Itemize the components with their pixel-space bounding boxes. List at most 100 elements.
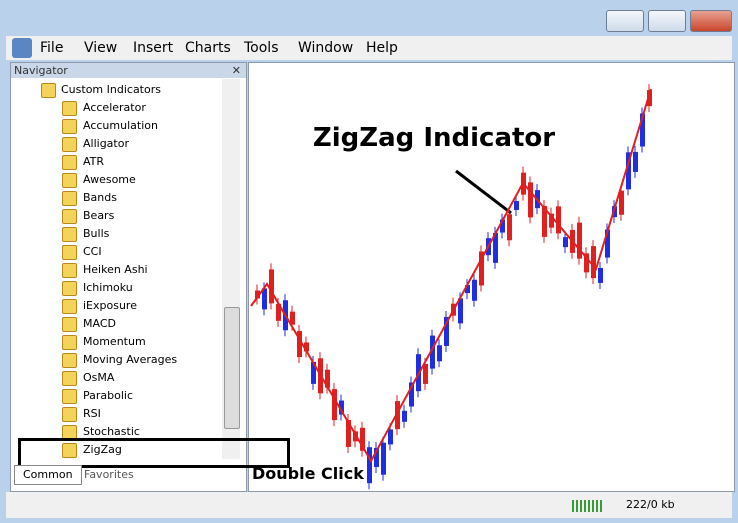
candle-body — [633, 151, 638, 172]
candle-body — [325, 369, 330, 388]
indicator-icon — [62, 191, 77, 206]
indicator-item[interactable]: ATR — [83, 155, 105, 168]
indicator-icon — [62, 119, 77, 134]
zigzag-line — [250, 88, 652, 464]
indicator-item[interactable]: Ichimoku — [83, 281, 133, 294]
indicator-item[interactable]: Moving Averages — [83, 353, 178, 366]
close-button[interactable] — [690, 10, 732, 32]
candle-body — [311, 361, 316, 384]
candle-body — [290, 311, 295, 325]
indicator-icon — [62, 173, 77, 188]
folder-icon — [41, 83, 56, 98]
indicator-icon — [62, 407, 77, 422]
indicator-item[interactable]: Parabolic — [83, 389, 134, 402]
candle-body — [444, 316, 449, 346]
minimize-button[interactable] — [606, 10, 644, 32]
candle-body — [458, 298, 463, 324]
candle-body — [402, 410, 407, 422]
indicator-item[interactable]: Bulls — [83, 227, 110, 240]
candle-body — [304, 342, 309, 352]
folder-label[interactable]: Custom Indicators — [61, 83, 161, 96]
maximize-button[interactable] — [648, 10, 686, 32]
connection-indicator — [572, 500, 602, 512]
candle-body — [276, 303, 281, 321]
indicator-icon — [62, 281, 77, 296]
candle-body — [577, 222, 582, 259]
candle-body — [360, 427, 365, 451]
indicator-item[interactable]: Bears — [83, 209, 115, 222]
tab[interactable]: Common — [14, 465, 82, 485]
indicator-icon — [62, 137, 77, 152]
indicator-item[interactable]: Momentum — [83, 335, 146, 348]
price-chart: ZigZag Indicator — [250, 84, 652, 490]
menu-item[interactable]: File — [40, 40, 64, 56]
annotation-arrow — [455, 169, 512, 215]
candle-body — [514, 200, 519, 210]
app-icon — [12, 38, 32, 58]
indicator-icon — [62, 353, 77, 368]
menu-item[interactable]: View — [84, 40, 118, 56]
indicator-item[interactable]: CCI — [83, 245, 102, 258]
candle-body — [563, 237, 568, 248]
candle-body — [556, 206, 561, 234]
candle-body — [339, 400, 344, 415]
indicator-icon — [62, 245, 77, 260]
menu-item[interactable]: Tools — [244, 40, 279, 56]
indicator-item[interactable]: iExposure — [83, 299, 137, 312]
candle-body — [500, 219, 505, 233]
indicator-icon — [62, 317, 77, 332]
navigator-title: Navigator — [14, 64, 68, 77]
candle-body — [374, 448, 379, 468]
indicator-item[interactable]: MACD — [83, 317, 116, 330]
candle-body — [619, 190, 624, 215]
indicator-item[interactable]: Accumulation — [83, 119, 158, 132]
chart-area: ZigZag Indicator — [248, 62, 735, 492]
scrollbar[interactable] — [222, 79, 240, 459]
candle-body — [430, 335, 435, 369]
menu-bar: File View Insert Charts Tools Window Help — [6, 36, 732, 60]
candle-body — [367, 447, 372, 484]
indicator-item[interactable]: ZigZag — [83, 443, 122, 456]
indicator-item[interactable]: Alligator — [83, 137, 129, 150]
indicator-item[interactable]: Bands — [83, 191, 117, 204]
indicator-item[interactable]: Stochastic — [83, 425, 140, 438]
indicator-icon — [62, 443, 77, 458]
menu-item[interactable]: Charts — [185, 40, 231, 56]
status-text: 222/0 kb — [626, 498, 675, 511]
candle-body — [507, 214, 512, 241]
candle-body — [640, 113, 645, 147]
menu-item[interactable]: Insert — [133, 40, 174, 56]
indicator-icon — [62, 335, 77, 350]
candle-body — [346, 419, 351, 447]
indicator-item[interactable]: Accelerator — [83, 101, 146, 114]
scroll-thumb[interactable] — [224, 307, 240, 429]
indicator-icon — [62, 389, 77, 404]
indicator-item[interactable]: Heiken Ashi — [83, 263, 148, 276]
candle-body — [479, 251, 484, 286]
indicator-item[interactable]: OsMA — [83, 371, 115, 384]
candle-body — [598, 267, 603, 283]
tab[interactable]: Favorites — [84, 468, 134, 481]
indicator-icon — [62, 227, 77, 242]
candle-body — [262, 288, 267, 310]
indicator-icon — [62, 209, 77, 224]
menu-item[interactable]: Help — [366, 40, 398, 56]
candle-body — [255, 290, 260, 299]
candle-body — [332, 389, 337, 421]
candle-body — [472, 279, 477, 301]
candle-body — [423, 363, 428, 384]
indicator-icon — [62, 263, 77, 278]
indicator-icon — [62, 299, 77, 314]
menu-item[interactable]: Window — [298, 40, 354, 56]
indicator-item[interactable]: Awesome — [83, 173, 136, 186]
candle-body — [626, 152, 631, 190]
action-annotation: Double Click — [252, 464, 364, 483]
status-bar: 222/0 kb — [6, 492, 732, 518]
indicator-item[interactable]: RSI — [83, 407, 101, 420]
candle-body — [584, 253, 589, 273]
candle-body — [591, 246, 596, 279]
indicator-icon — [62, 371, 77, 386]
candle-body — [409, 382, 414, 407]
indicator-icon — [62, 155, 77, 170]
